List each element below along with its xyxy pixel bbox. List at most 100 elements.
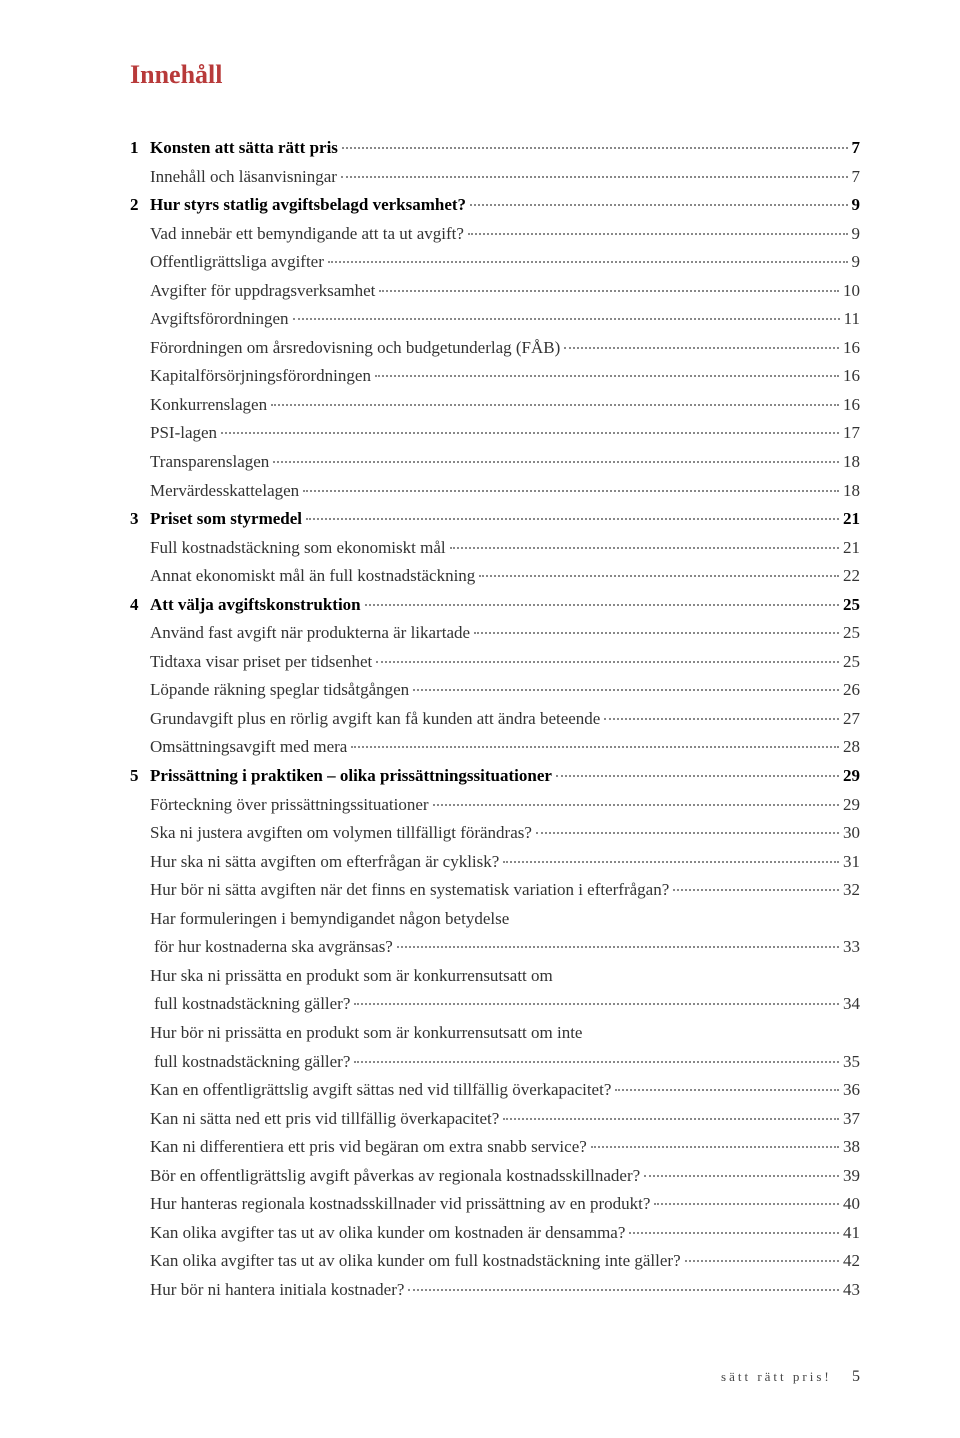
toc-page-number: 33 (843, 933, 860, 962)
toc-label: Transparenslagen (150, 448, 269, 477)
toc-row: Avgiftsförordningen 11 (130, 305, 860, 334)
toc-row: Mervärdesskattelagen18 (130, 477, 860, 506)
toc-page-number: 30 (843, 819, 860, 848)
toc-chapter-number: 3 (130, 505, 150, 534)
toc-row: 2Hur styrs statlig avgiftsbelagd verksam… (130, 191, 860, 220)
toc-label: Använd fast avgift när produkterna är li… (150, 619, 470, 648)
toc-leader (450, 547, 839, 549)
toc-leader (673, 889, 839, 891)
toc-label: Kan en offentligrättslig avgift sättas n… (150, 1076, 611, 1105)
toc-label: Omsättningsavgift med mera (150, 733, 347, 762)
toc-label: Löpande räkning speglar tidsåtgången (150, 676, 409, 705)
toc-row: Ska ni justera avgiften om volymen tillf… (130, 819, 860, 848)
toc-label: PSI-lagen (150, 419, 217, 448)
toc-leader (474, 632, 839, 634)
toc-row: Kan en offentligrättslig avgift sättas n… (130, 1076, 860, 1105)
toc-label: för hur kostnaderna ska avgränsas? (154, 933, 393, 962)
toc-page-number: 26 (843, 676, 860, 705)
toc-label: Hur bör ni hantera initiala kostnader? (150, 1276, 404, 1305)
toc-label: Förteckning över prissättningssituatione… (150, 791, 429, 820)
toc-label: Hur bör ni prissätta en produkt som är k… (150, 1019, 582, 1048)
toc-leader (536, 832, 839, 834)
toc-leader (564, 347, 839, 349)
toc-leader (376, 661, 839, 663)
toc-label: Hur styrs statlig avgiftsbelagd verksamh… (150, 191, 466, 220)
toc-page-number: 25 (843, 648, 860, 677)
toc-label: Hur bör ni sätta avgiften när det finns … (150, 876, 669, 905)
toc-leader (433, 804, 839, 806)
toc-label: Innehåll och läsanvisningar (150, 163, 337, 192)
toc-row: Kan olika avgifter tas ut av olika kunde… (130, 1247, 860, 1276)
toc-leader (293, 318, 840, 320)
toc-page-number: 40 (843, 1190, 860, 1219)
toc-row: Hur bör ni sätta avgiften när det finns … (130, 876, 860, 905)
toc-row: Förordningen om årsredovisning och budge… (130, 334, 860, 363)
toc-leader (328, 261, 848, 263)
toc-leader (413, 689, 839, 691)
toc-label: Grundavgift plus en rörlig avgift kan få… (150, 705, 600, 734)
toc-page-number: 18 (843, 477, 860, 506)
toc-page-number: 11 (844, 305, 860, 334)
toc-page-number: 9 (852, 248, 861, 277)
toc-row: Konkurrenslagen 16 (130, 391, 860, 420)
toc-label: Annat ekonomiskt mål än full kostnadstäc… (150, 562, 475, 591)
toc-leader (341, 176, 848, 178)
toc-row: Kan ni differentiera ett pris vid begära… (130, 1133, 860, 1162)
toc-row: Hur bör ni prissätta en produkt som är k… (130, 1019, 860, 1048)
toc-row: Avgifter för uppdragsverksamhet10 (130, 277, 860, 306)
toc-row: Full kostnadstäckning som ekonomiskt mål… (130, 534, 860, 563)
toc-chapter-number: 5 (130, 762, 150, 791)
toc-leader (306, 518, 839, 520)
toc-label: Priset som styrmedel (150, 505, 302, 534)
toc-leader (271, 404, 839, 406)
toc-row: full kostnadstäckning gäller?34 (130, 990, 860, 1019)
toc-leader (470, 204, 847, 206)
toc-page-number: 42 (843, 1247, 860, 1276)
toc-page-number: 38 (843, 1133, 860, 1162)
toc-container: 1Konsten att sätta rätt pris7Innehåll oc… (130, 134, 860, 1304)
toc-page-number: 39 (843, 1162, 860, 1191)
toc-page-number: 37 (843, 1105, 860, 1134)
toc-label: Ska ni justera avgiften om volymen tillf… (150, 819, 532, 848)
toc-label: Kan olika avgifter tas ut av olika kunde… (150, 1247, 681, 1276)
toc-page-number: 9 (852, 220, 861, 249)
toc-page-number: 41 (843, 1219, 860, 1248)
toc-label: Konkurrenslagen (150, 391, 267, 420)
toc-page-number: 22 (843, 562, 860, 591)
toc-leader (354, 1003, 839, 1005)
toc-row: Har formuleringen i bemyndigandet någon … (130, 905, 860, 934)
toc-page-number: 36 (843, 1076, 860, 1105)
toc-label: Avgiftsförordningen (150, 305, 289, 334)
toc-row: Vad innebär ett bemyndigande att ta ut a… (130, 220, 860, 249)
toc-row: för hur kostnaderna ska avgränsas? 33 (130, 933, 860, 962)
toc-leader (408, 1289, 839, 1291)
toc-row: Kan ni sätta ned ett pris vid tillfällig… (130, 1105, 860, 1134)
toc-leader (273, 461, 839, 463)
toc-leader (503, 1118, 839, 1120)
toc-row: Hur ska ni prissätta en produkt som är k… (130, 962, 860, 991)
toc-leader (556, 775, 839, 777)
page-footer: sätt rätt pris! 5 (721, 1368, 860, 1386)
toc-leader (654, 1203, 839, 1205)
toc-label: Kan olika avgifter tas ut av olika kunde… (150, 1219, 625, 1248)
toc-leader (685, 1260, 839, 1262)
toc-page-number: 34 (843, 990, 860, 1019)
toc-page-number: 17 (843, 419, 860, 448)
toc-page-number: 16 (843, 391, 860, 420)
toc-page-number: 16 (843, 334, 860, 363)
toc-page-number: 7 (852, 163, 861, 192)
toc-label: Förordningen om årsredovisning och budge… (150, 334, 560, 363)
toc-leader (397, 946, 839, 948)
toc-page-number: 29 (843, 762, 860, 791)
toc-page-number: 27 (843, 705, 860, 734)
toc-label: Prissättning i praktiken – olika prissät… (150, 762, 552, 791)
footer-page-number: 5 (852, 1368, 860, 1385)
toc-row: Använd fast avgift när produkterna är li… (130, 619, 860, 648)
toc-label: Full kostnadstäckning som ekonomiskt mål (150, 534, 446, 563)
toc-label: Offentligrättsliga avgifter (150, 248, 324, 277)
toc-label: full kostnadstäckning gäller? (154, 1048, 350, 1077)
toc-page-number: 43 (843, 1276, 860, 1305)
toc-row: Kan olika avgifter tas ut av olika kunde… (130, 1219, 860, 1248)
toc-row: Hur ska ni sätta avgiften om efterfrågan… (130, 848, 860, 877)
toc-page-number: 10 (843, 277, 860, 306)
